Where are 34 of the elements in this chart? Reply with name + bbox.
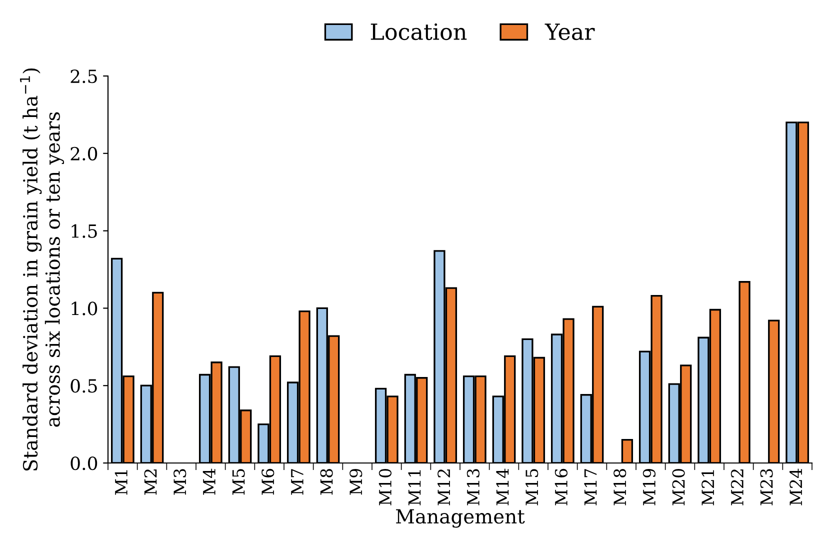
y-tick-label: 1.5 — [72, 224, 97, 238]
x-tick-label: M19 — [642, 468, 656, 506]
x-tick-label: M5 — [232, 469, 245, 495]
y-tick-label: 1.0 — [72, 302, 98, 316]
x-tick-label: M22 — [730, 469, 744, 506]
y-tick-label: 0.5 — [70, 379, 97, 393]
x-tick-label: M24 — [790, 468, 802, 506]
x-tick-label: M10 — [378, 468, 392, 506]
y-tick-label: 2.5 — [70, 69, 97, 84]
x-tick-label: M15 — [526, 469, 538, 506]
x-tick-label: M2 — [144, 469, 157, 495]
x-tick-label: M23 — [760, 469, 773, 506]
x-tick-label: M9 — [350, 468, 362, 495]
x-tick-label: M7 — [291, 469, 304, 495]
x-tick-label: M16 — [554, 468, 568, 506]
x-tick-label: M14 — [496, 468, 509, 506]
legend-label: Year — [544, 24, 595, 40]
y-tick-label: 0.0 — [70, 456, 98, 470]
x-tick-label: M6 — [262, 468, 274, 495]
y-tick-label: 2.0 — [70, 146, 98, 161]
x-tick-label: M20 — [672, 468, 685, 506]
x-tick-label: M4 — [202, 468, 216, 495]
text: Standard deviation in grain yield (t ha$^{−1}$) across six locations or ten years — [20, 68, 64, 470]
x-tick-label: M11 — [408, 470, 421, 506]
x-tick-label: M17 — [584, 469, 597, 506]
x-tick-label: M8 — [320, 468, 333, 495]
x-tick-label: M12 — [438, 469, 450, 506]
legend-label: Location — [370, 23, 467, 40]
x-tick-label: M13 — [466, 469, 480, 506]
x-tick-label: M1 — [114, 470, 128, 495]
x-axis-title: Management — [396, 509, 525, 528]
x-tick-label: M21 — [702, 470, 714, 506]
x-tick-label: M3 — [174, 469, 186, 495]
x-tick-label: M18 — [614, 468, 626, 506]
